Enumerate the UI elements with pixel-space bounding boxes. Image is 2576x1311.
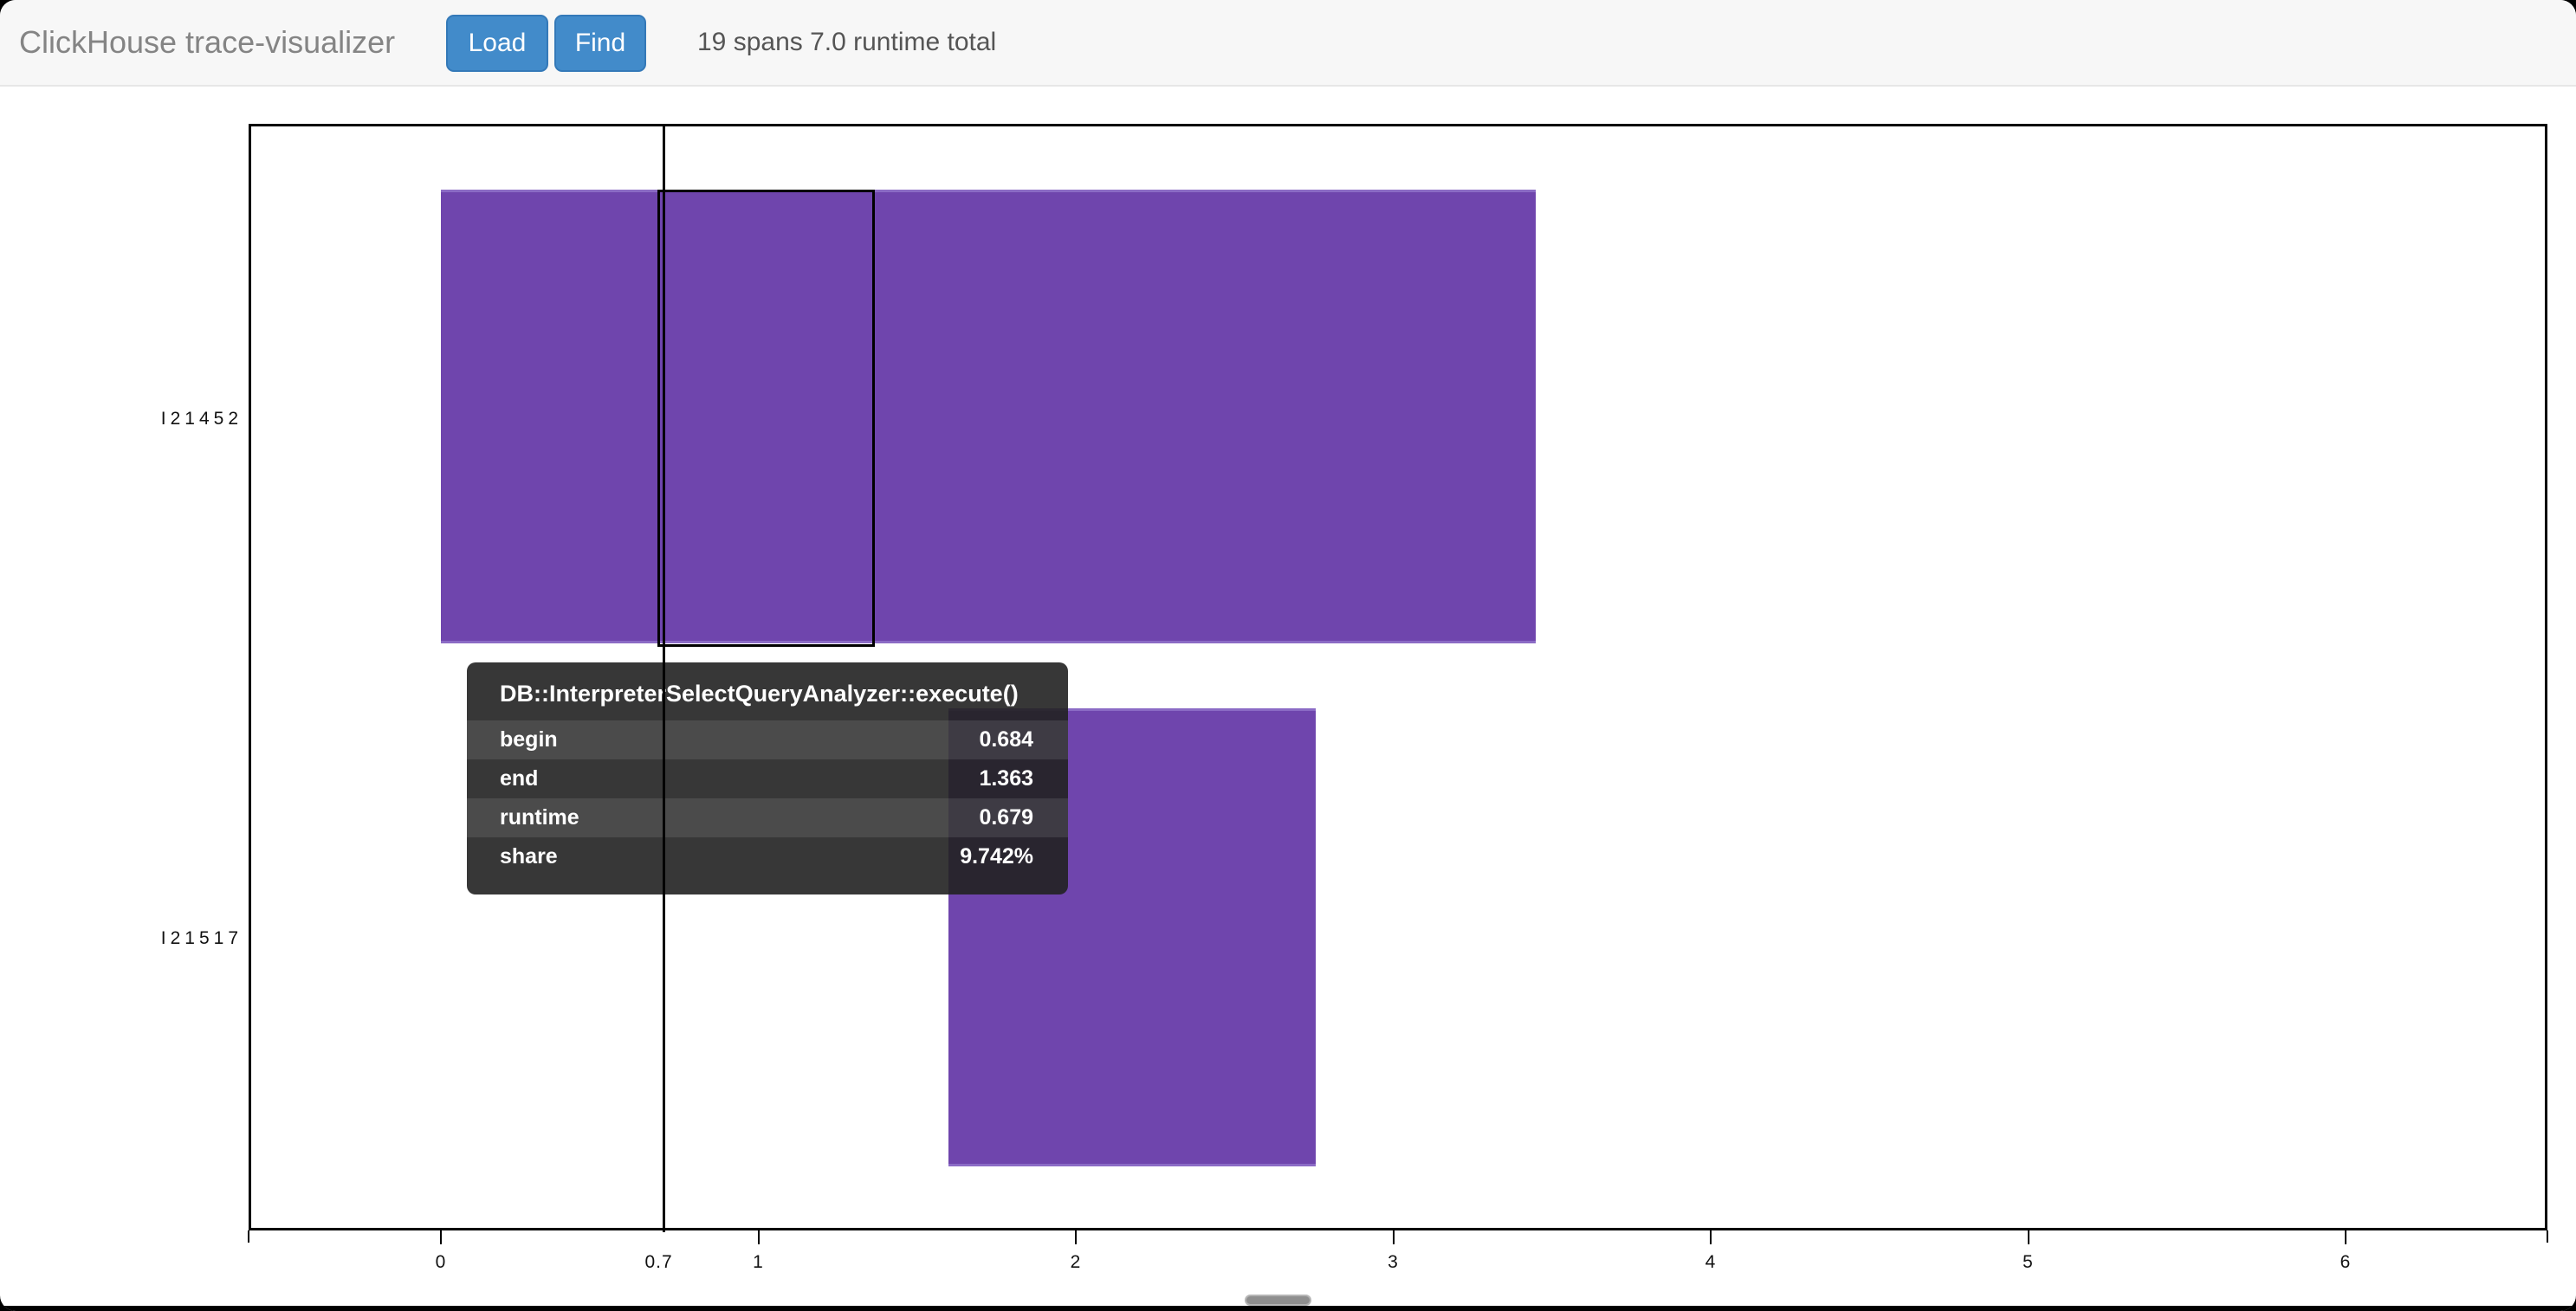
tooltip-value-begin: 0.684 — [979, 727, 1033, 752]
navbar: ClickHouse trace-visualizer Load Find 19… — [0, 0, 2576, 87]
tooltip-value-runtime: 0.679 — [979, 805, 1033, 830]
x-axis-tick-label: 0 — [435, 1252, 447, 1272]
x-axis-tick — [757, 1230, 760, 1244]
span-bar[interactable] — [441, 190, 1537, 643]
span-tooltip: DB::InterpreterSelectQueryAnalyzer::exec… — [467, 662, 1068, 894]
chart-plot-border — [249, 124, 2547, 1230]
tooltip-label-runtime: runtime — [500, 805, 579, 830]
time-marker-label: 0.7 — [644, 1252, 673, 1272]
tooltip-label-end: end — [500, 766, 539, 791]
x-axis-outer-tick — [2547, 1230, 2548, 1243]
horizontal-scrollbar-thumb[interactable] — [1245, 1295, 1311, 1306]
thread-label: I21517 — [160, 928, 243, 948]
x-axis-tick-label: 4 — [1705, 1252, 1717, 1272]
x-axis-tick — [2027, 1230, 2029, 1244]
thread-label: I21452 — [160, 409, 243, 429]
window-bottom-edge — [0, 1306, 2576, 1311]
x-axis-tick-label: 6 — [2340, 1252, 2352, 1272]
x-axis-tick-label: 5 — [2023, 1252, 2034, 1272]
tooltip-row-runtime: runtime 0.679 — [467, 798, 1068, 837]
x-axis-tick-label: 2 — [1070, 1252, 1082, 1272]
tooltip-row-begin: begin 0.684 — [467, 720, 1068, 759]
tooltip-row-share: share 9.742% — [467, 837, 1068, 876]
x-axis-outer-tick — [248, 1230, 249, 1243]
x-axis-tick — [1075, 1230, 1077, 1244]
load-button[interactable]: Load — [446, 15, 548, 72]
tooltip-label-begin: begin — [500, 727, 558, 752]
find-button[interactable]: Find — [554, 15, 646, 72]
time-marker-line — [662, 124, 665, 1232]
x-axis-tick — [1392, 1230, 1395, 1244]
app-title: ClickHouse trace-visualizer — [19, 24, 396, 60]
tooltip-row-end: end 1.363 — [467, 759, 1068, 798]
tooltip-value-share: 9.742% — [960, 844, 1033, 869]
x-axis-tick — [2345, 1230, 2346, 1244]
x-axis-tick — [440, 1230, 442, 1244]
trace-summary-text: 19 spans 7.0 runtime total — [697, 28, 997, 56]
x-axis-tick-label: 3 — [1388, 1252, 1399, 1272]
tooltip-span-name: DB::InterpreterSelectQueryAnalyzer::exec… — [500, 681, 1019, 707]
selected-span-outline[interactable] — [657, 190, 875, 647]
tooltip-label-share: share — [500, 844, 558, 869]
tooltip-value-end: 1.363 — [979, 766, 1033, 791]
x-axis-tick-label: 1 — [753, 1252, 764, 1272]
x-axis-tick — [1710, 1230, 1712, 1244]
